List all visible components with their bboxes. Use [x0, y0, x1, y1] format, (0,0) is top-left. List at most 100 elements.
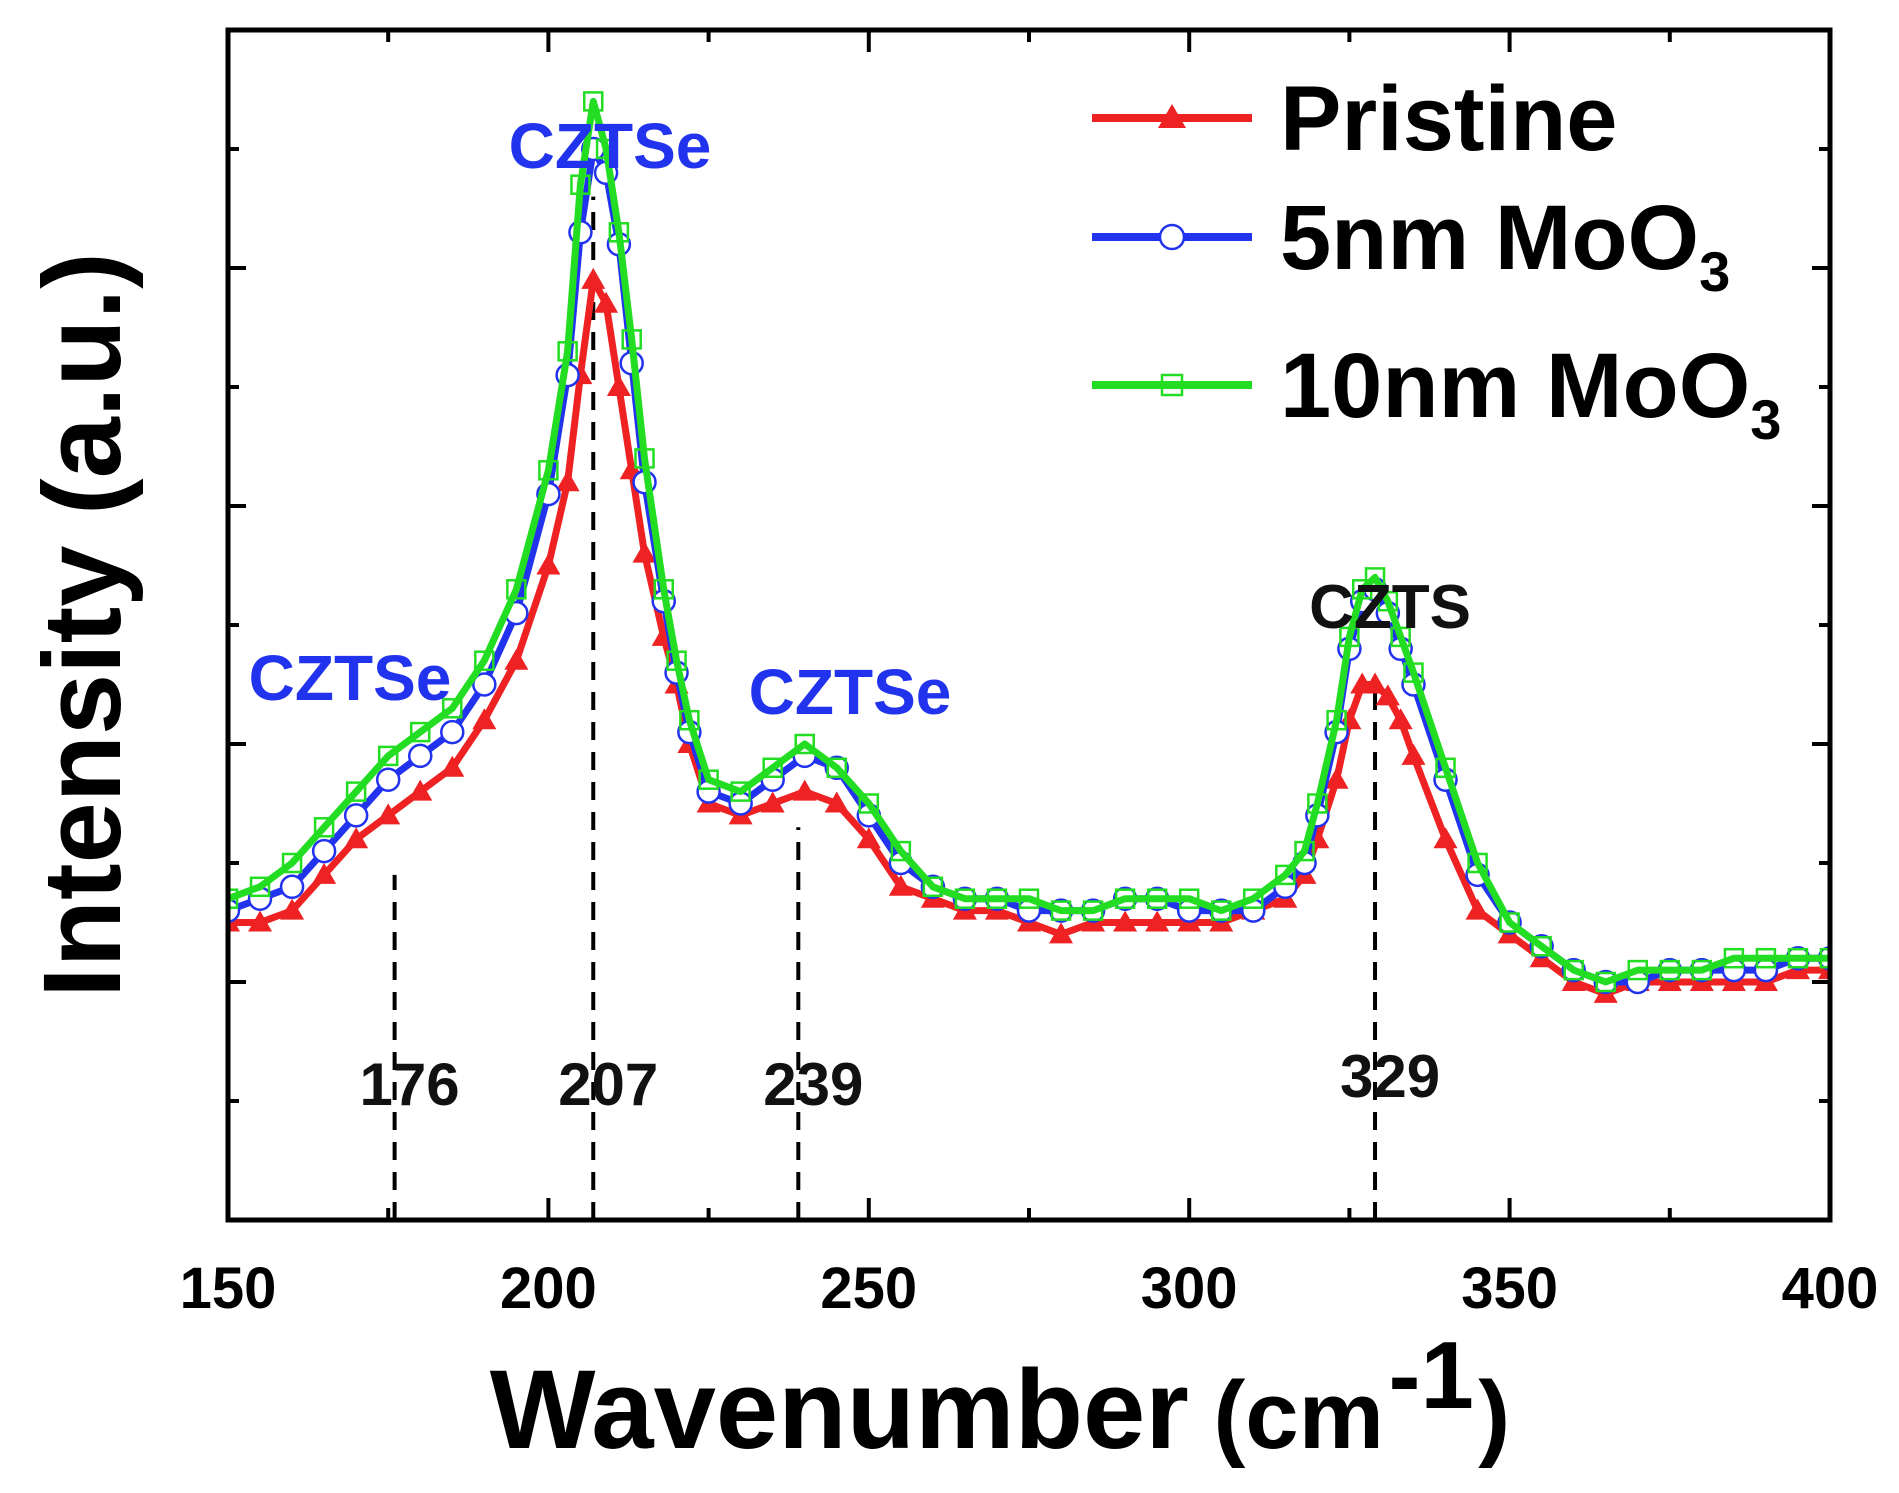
series-point [1082, 900, 1104, 921]
legend-marker [1158, 104, 1186, 128]
series-point [595, 138, 617, 160]
series-point [345, 781, 367, 802]
peak-label: 176 [360, 1051, 460, 1118]
series-point [888, 874, 913, 896]
series-point [1307, 793, 1328, 814]
legend-label: Pristine [1280, 68, 1617, 170]
series-point [1326, 709, 1347, 731]
series-point [249, 876, 271, 898]
series-point [228, 888, 239, 909]
series-layer [228, 91, 1830, 1003]
legend-label: 5nm MoO3 [1280, 187, 1730, 303]
series-point [1390, 626, 1411, 648]
series-point [1294, 840, 1315, 862]
legend: Pristine 5nm MoO3 10nm MoO3 [1092, 68, 1781, 451]
series-point [1049, 922, 1074, 944]
series-point [594, 291, 619, 313]
series-point [728, 791, 753, 816]
series-point [698, 769, 719, 790]
series-point [632, 541, 657, 563]
peak-annotation: CZTS [1309, 573, 1471, 642]
series-point [634, 448, 655, 469]
series-point [583, 91, 604, 112]
series-point [1691, 959, 1713, 981]
x-axis-unit-superscript: -1 [1388, 1322, 1473, 1429]
series-point [538, 460, 559, 481]
legend-label: 10nm MoO3 [1280, 335, 1781, 451]
series-point [1433, 827, 1458, 849]
series-point [440, 719, 465, 745]
axis-ticks [226, 30, 1832, 1220]
peak-labels: 176 207 239 329 [360, 1043, 1441, 1118]
peak-annotation: CZTSe [749, 656, 952, 728]
peak-label: 329 [1340, 1043, 1440, 1110]
series-point [858, 793, 880, 814]
series-point [440, 755, 465, 777]
series-point [1324, 767, 1349, 789]
series-point [760, 791, 785, 813]
series-point [1467, 852, 1488, 874]
series-point [1351, 579, 1373, 600]
series-point [344, 827, 369, 849]
series-point [1339, 626, 1360, 648]
series-point [1210, 900, 1232, 921]
series-point [311, 838, 337, 864]
series-point [1375, 684, 1400, 706]
x-tick-label: 250 [820, 1256, 917, 1321]
series-point [1363, 672, 1388, 694]
series-point [1364, 567, 1386, 588]
x-tick-label: 300 [1141, 1256, 1238, 1321]
series-point [1114, 888, 1136, 909]
x-tick-label: 150 [180, 1256, 277, 1321]
series-point [1435, 757, 1456, 779]
series-point [1403, 662, 1424, 683]
series-point [1178, 888, 1200, 909]
series-point [312, 862, 337, 884]
series-point [472, 672, 497, 697]
x-axis-unit: (cm [1213, 1362, 1384, 1469]
x-tick-labels: 150 200 250 300 350 400 [180, 1256, 1879, 1321]
x-axis-title: Wavenumber (cm -1 ) [490, 1322, 1511, 1472]
series-point [762, 757, 783, 779]
series-point [557, 341, 578, 362]
series-point [472, 708, 497, 730]
x-axis-unit-close: ) [1478, 1362, 1510, 1469]
series-point [409, 721, 431, 743]
series-point [581, 267, 606, 289]
series-point [504, 648, 529, 670]
x-tick-label: 200 [500, 1256, 597, 1321]
series-point [679, 709, 700, 731]
series-point [376, 803, 401, 825]
series-point [1113, 910, 1138, 932]
series-point [506, 579, 527, 600]
series-point [792, 779, 817, 801]
series-point [1531, 936, 1552, 957]
series-point [1499, 912, 1520, 933]
x-tick-label: 400 [1782, 1256, 1879, 1321]
series-point [442, 698, 463, 719]
series-point [1377, 590, 1399, 612]
series-point [1050, 900, 1072, 921]
series-point [1146, 888, 1168, 909]
series-point [922, 876, 944, 898]
series-point [1787, 947, 1809, 969]
series-point [1819, 947, 1830, 969]
series-point [986, 888, 1008, 909]
series-point [606, 375, 631, 396]
series-point [1388, 708, 1413, 730]
series-point [1401, 743, 1426, 765]
peak-annotation: CZTSe [249, 642, 452, 714]
series-point [1595, 971, 1616, 993]
series-point [280, 898, 305, 920]
peak-annotation: CZTSe [509, 110, 712, 182]
peak-guide-lines [392, 196, 1378, 1220]
series-point [824, 791, 849, 813]
series-point [1465, 898, 1490, 920]
y-axis-title: Intensity (a.u.) [21, 252, 144, 998]
x-axis-label: Wavenumber [490, 1347, 1189, 1472]
series-point [1563, 959, 1584, 981]
series-point [408, 779, 433, 801]
series-point [1275, 864, 1296, 886]
x-tick-label: 350 [1461, 1256, 1558, 1321]
series-point [555, 470, 580, 492]
